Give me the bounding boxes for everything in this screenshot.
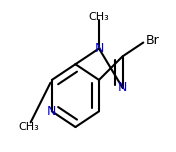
Text: CH₃: CH₃ [89,12,109,22]
Text: N: N [118,81,127,94]
Text: CH₃: CH₃ [18,122,39,132]
Text: Br: Br [146,34,160,47]
Text: N: N [47,105,56,118]
Text: N: N [94,42,104,55]
